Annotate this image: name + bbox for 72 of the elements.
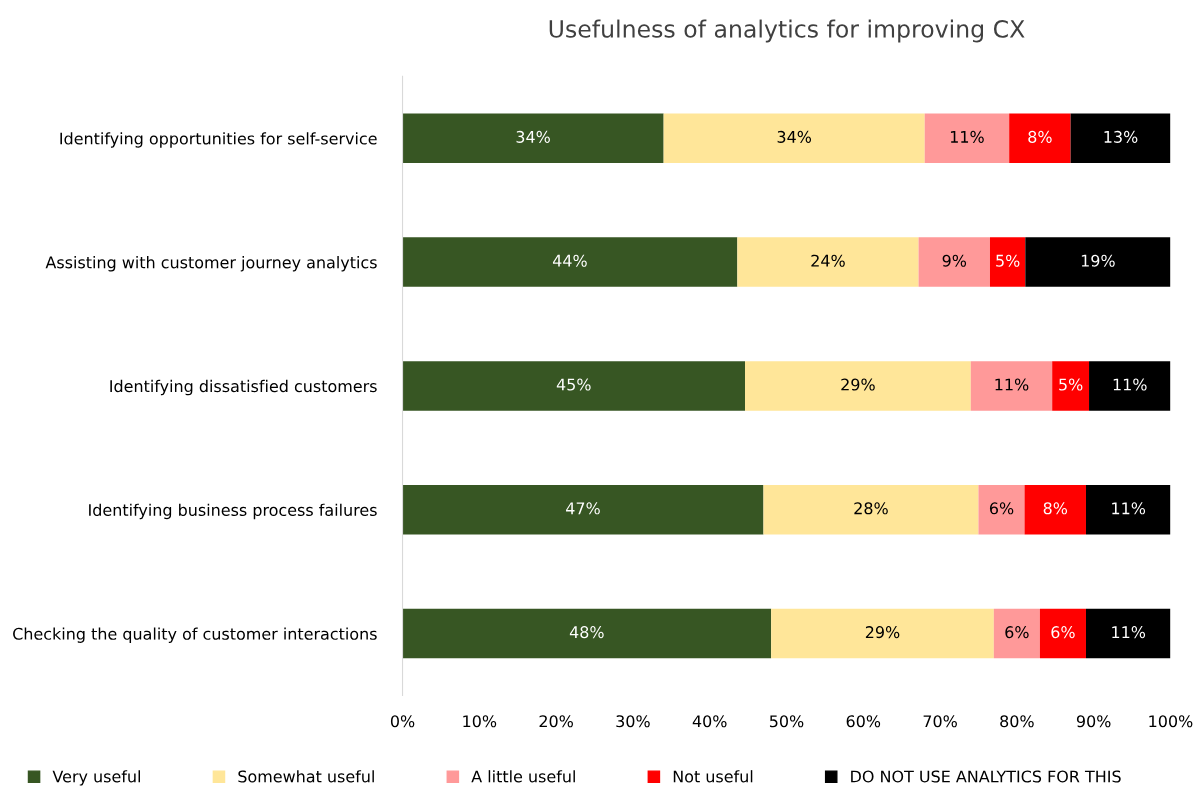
bar — [771, 608, 994, 659]
data-label: 47% — [566, 502, 600, 515]
data-label: 29% — [865, 626, 900, 639]
y-tick-label: Checking the quality of customer interactions — [13, 627, 377, 643]
x-tick-label: 40% — [692, 715, 727, 728]
data-label: 19% — [1081, 254, 1115, 267]
bar — [663, 113, 925, 164]
y-tick-label: Identifying business process failures — [89, 503, 377, 520]
data-label: 11% — [950, 130, 984, 143]
bar — [978, 484, 1025, 535]
y-tick-label: Assisting with customer journey analytics — [45, 256, 377, 272]
bar — [1009, 113, 1071, 164]
data-label: 11% — [1112, 502, 1146, 515]
data-label: 28% — [854, 502, 888, 515]
bar — [763, 484, 979, 535]
data-label: 5% — [996, 254, 1020, 267]
bar — [1085, 608, 1171, 659]
bar — [737, 237, 919, 287]
bar — [989, 237, 1026, 287]
bar — [1025, 237, 1171, 287]
data-label: 11% — [995, 378, 1029, 391]
legend-label: Very useful — [52, 770, 140, 786]
data-label: 6% — [1051, 626, 1075, 639]
bar — [1085, 484, 1171, 535]
data-label: 45% — [556, 378, 591, 391]
data-label: 8% — [1028, 130, 1052, 143]
data-label: 9% — [942, 254, 967, 267]
data-label: 44% — [552, 254, 587, 267]
x-tick-label: 20% — [539, 715, 573, 728]
legend-label: DO NOT USE ANALYTICS FOR THIS — [851, 770, 1121, 783]
data-label: 5% — [1059, 378, 1083, 391]
bar — [1039, 608, 1086, 659]
bar — [918, 237, 990, 287]
data-label: 11% — [1113, 378, 1147, 391]
bar — [993, 608, 1040, 659]
bar — [402, 608, 772, 659]
bar — [1089, 361, 1171, 411]
x-tick-label: 80% — [1000, 715, 1034, 728]
y-tick-label: Identifying dissatisfied customers — [110, 379, 377, 396]
data-label: 34% — [777, 130, 812, 143]
bar — [745, 361, 971, 411]
bar — [402, 237, 738, 287]
data-label: 6% — [989, 502, 1014, 515]
x-tick-label: 70% — [923, 715, 957, 728]
bar — [1070, 113, 1171, 164]
data-label: 13% — [1104, 130, 1138, 143]
data-label: 8% — [1043, 502, 1068, 515]
legend-label: Not useful — [673, 770, 753, 783]
bar — [402, 361, 746, 411]
bar — [924, 113, 1010, 164]
x-tick-label: 50% — [769, 715, 804, 728]
data-label: 29% — [841, 378, 875, 391]
legend-label: A little useful — [471, 770, 575, 783]
x-tick-label: 90% — [1076, 715, 1111, 728]
x-tick-label: 10% — [463, 715, 497, 728]
x-tick-label: 0% — [390, 715, 415, 728]
data-label: 48% — [569, 626, 604, 639]
data-label: 6% — [1005, 626, 1029, 639]
bar — [970, 361, 1053, 411]
data-label: 34% — [516, 130, 550, 143]
bar — [402, 113, 664, 164]
chart-title: Usefulness of analytics for improving CX — [549, 19, 1025, 43]
bar — [1052, 361, 1090, 411]
bar — [1024, 484, 1086, 535]
x-tick-label: 30% — [616, 715, 650, 728]
x-tick-label: 60% — [846, 715, 881, 728]
data-label: 11% — [1112, 626, 1146, 639]
x-tick-label: 100% — [1149, 715, 1193, 728]
legend-label: Somewhat useful — [238, 770, 374, 783]
y-tick-label: Identifying opportunities for self-service — [60, 132, 377, 148]
data-label: 24% — [811, 254, 845, 267]
bar — [402, 484, 764, 535]
